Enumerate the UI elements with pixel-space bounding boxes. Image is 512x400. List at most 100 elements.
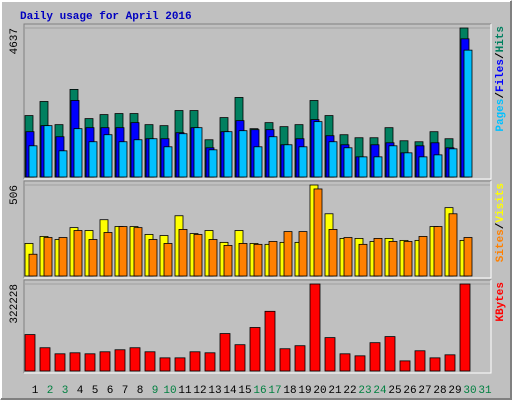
bar [118, 141, 128, 178]
legend-separator: / [495, 92, 507, 99]
legend: Sites/Visits [495, 183, 507, 262]
x-tick-label: 29 [448, 385, 461, 397]
bar [403, 241, 413, 277]
bar [414, 350, 426, 372]
x-tick-label: 12 [193, 385, 206, 397]
bar [313, 188, 323, 277]
panel-border [23, 180, 491, 278]
x-tick-label: 31 [478, 385, 492, 397]
legend-entry: Visits [495, 183, 507, 223]
panel-border [24, 24, 492, 180]
bar [43, 237, 53, 277]
bar [358, 243, 368, 277]
bar [178, 229, 188, 277]
x-tick-label: 2 [47, 385, 54, 397]
bar [463, 237, 473, 277]
bar [403, 152, 413, 178]
bar [448, 148, 458, 178]
legend-entry: KBytes [495, 282, 507, 322]
bar [208, 149, 218, 178]
y-tick-label: 322228 [9, 284, 21, 324]
bar [249, 327, 261, 372]
bar [358, 156, 368, 178]
x-tick-label: 18 [283, 385, 296, 397]
bar [238, 130, 248, 178]
chart-title: Daily usage for April 2016 [20, 11, 192, 23]
bar [373, 238, 383, 277]
bar [54, 353, 66, 372]
bar [339, 353, 351, 372]
legend-entry: Sites [495, 229, 507, 262]
bar [399, 360, 411, 372]
bar [73, 128, 83, 178]
x-tick-label: 10 [163, 385, 176, 397]
bar [444, 354, 456, 372]
x-tick-label: 22 [343, 385, 356, 397]
bar [178, 133, 188, 178]
bar [73, 230, 83, 277]
bar [219, 333, 231, 372]
panel-border [24, 280, 492, 374]
bar [28, 145, 38, 178]
x-tick-label: 8 [137, 385, 144, 397]
bar [193, 234, 203, 277]
bar [144, 351, 156, 372]
x-tick-label: 24 [373, 385, 387, 397]
bar [298, 231, 308, 277]
bar [343, 237, 353, 277]
legend-separator: / [495, 222, 507, 229]
bar [159, 357, 171, 372]
bar [129, 347, 141, 372]
bar [193, 127, 203, 178]
bar [223, 245, 233, 277]
bar [343, 147, 353, 178]
bar [148, 138, 158, 178]
x-tick-label: 14 [223, 385, 237, 397]
legend-entry: Hits [495, 26, 507, 52]
y-tick-label: 506 [9, 185, 21, 205]
panel-border [23, 23, 491, 179]
bar [369, 342, 381, 372]
legend-separator: / [495, 52, 507, 59]
bar [433, 226, 443, 277]
x-tick-label: 23 [358, 385, 371, 397]
bar [43, 125, 53, 178]
bar [58, 237, 68, 277]
bar [39, 347, 51, 372]
x-tick-label: 3 [62, 385, 69, 397]
bar [208, 239, 218, 277]
bar [418, 236, 428, 277]
x-tick-label: 19 [298, 385, 311, 397]
bar [354, 355, 366, 372]
bar [388, 145, 398, 178]
bar [148, 239, 158, 277]
bar [283, 231, 293, 277]
bar [279, 348, 291, 372]
legend-entry: Pages [495, 99, 507, 132]
bar [264, 310, 276, 372]
bar [103, 232, 113, 277]
x-tick-label: 15 [238, 385, 251, 397]
bar [133, 227, 143, 277]
bar [429, 357, 441, 372]
x-tick-label: 9 [152, 385, 159, 397]
bar [174, 357, 186, 372]
x-tick-label: 17 [268, 385, 281, 397]
bar [84, 353, 96, 372]
bar [294, 345, 306, 372]
x-tick-label: 20 [313, 385, 326, 397]
bar [163, 146, 173, 178]
bar [268, 136, 278, 178]
bar [418, 156, 428, 178]
x-tick-label: 25 [388, 385, 401, 397]
x-tick-label: 27 [418, 385, 431, 397]
x-tick-label: 28 [433, 385, 446, 397]
x-tick-label: 21 [328, 385, 342, 397]
bar [118, 226, 128, 277]
x-tick-label: 1 [32, 385, 39, 397]
x-tick-label: 5 [92, 385, 99, 397]
